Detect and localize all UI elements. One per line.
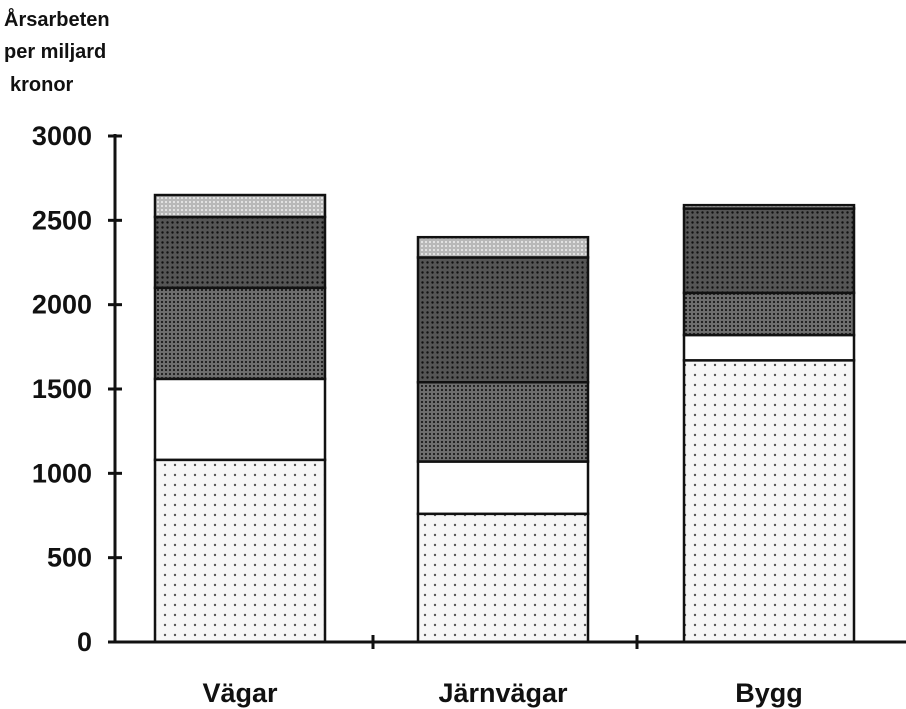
bar-segment — [153, 193, 327, 219]
y-tick-label: 2000 — [32, 290, 92, 320]
bar-segment — [153, 377, 327, 462]
category-label: Bygg — [735, 678, 803, 708]
bar-segment — [682, 203, 856, 210]
bar-segment — [682, 359, 856, 644]
bars — [153, 193, 856, 644]
bar-segment — [416, 235, 590, 259]
y-tick-label: 1000 — [32, 458, 92, 488]
bar-segment — [682, 207, 856, 295]
bar-segment — [153, 215, 327, 290]
bar-stack — [416, 235, 590, 644]
bar-segment — [416, 460, 590, 516]
bar-segment — [416, 256, 590, 384]
y-tick-label: 0 — [77, 627, 92, 657]
bar-segment — [682, 333, 856, 362]
y-axis-title-line-1: Årsarbeten — [4, 7, 110, 31]
bar-segment — [153, 286, 327, 381]
y-tick-label: 500 — [47, 543, 92, 573]
bar-segment — [416, 512, 590, 644]
category-labels: Vägar Järnvägar Bygg — [202, 678, 802, 708]
y-axis-title-line-3: kronor — [10, 74, 74, 96]
bar-stack — [682, 203, 856, 644]
y-tick-label: 2500 — [32, 205, 92, 235]
y-tick-labels: 0 500 1000 1500 2000 2500 3000 — [32, 121, 92, 657]
bar-segment — [153, 458, 327, 644]
bar-stack — [153, 193, 327, 644]
bar-segment — [416, 381, 590, 463]
category-label: Järnvägar — [438, 678, 568, 708]
bar-segment — [682, 291, 856, 337]
y-tick-label: 1500 — [32, 374, 92, 404]
axes — [108, 134, 906, 649]
category-label: Vägar — [202, 678, 278, 708]
y-axis-title: Årsarbeten per miljard kronor — [4, 7, 110, 96]
y-tick-label: 3000 — [32, 121, 92, 151]
y-axis-title-line-2: per miljard — [4, 41, 106, 63]
